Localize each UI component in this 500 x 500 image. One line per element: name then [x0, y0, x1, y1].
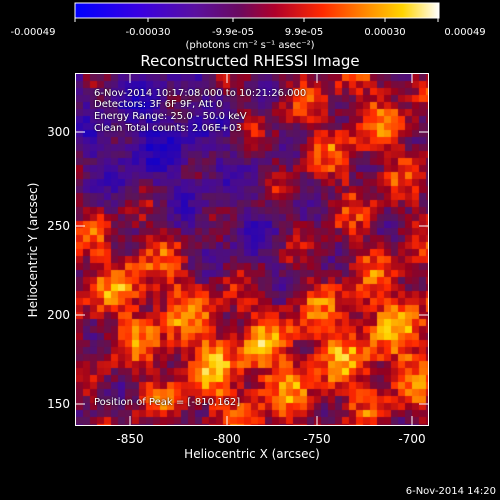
- x-tick-label: -800: [213, 432, 241, 446]
- peak-position-label: Position of Peak = [-810,162]: [94, 397, 241, 408]
- x-tick-label: -700: [398, 432, 426, 446]
- colorbar-tick-label: -0.00049: [10, 27, 56, 38]
- colorbar-tick-label: 0.00030: [364, 27, 406, 38]
- x-tick-label: -850: [116, 432, 144, 446]
- y-tick-label: 300: [47, 125, 70, 139]
- colorbar-tick-label: -0.00030: [125, 27, 171, 38]
- clean-counts-label: Clean Total counts: 2.06E+03: [94, 123, 242, 134]
- y-tick-label: 250: [47, 219, 70, 233]
- detectors-label: Detectors: 3F 6F 9F, Att 0: [94, 99, 223, 110]
- colorbar-tick-label: -9.9e-05: [212, 27, 254, 38]
- heatmap-image: [76, 74, 428, 425]
- heatmap-plot-area: 6-Nov-2014 10:17:08.000 to 10:21:26.000 …: [75, 73, 429, 426]
- time-range-label: 6-Nov-2014 10:17:08.000 to 10:21:26.000: [94, 88, 307, 99]
- colorbar-tick-label: 9.9e-05: [284, 27, 324, 38]
- colorbar: [74, 2, 440, 22]
- colorbar-tick-label: 0.00049: [444, 27, 486, 38]
- x-axis-label: Heliocentric X (arcsec): [184, 447, 320, 461]
- energy-range-label: Energy Range: 25.0 - 50.0 keV: [94, 111, 247, 122]
- y-tick-label: 150: [47, 397, 70, 411]
- y-axis-label: Heliocentric Y (arcsec): [26, 182, 40, 318]
- chart-title: Reconstructed RHESSI Image: [140, 52, 360, 70]
- y-tick-label: 200: [47, 308, 70, 322]
- x-tick-label: -750: [303, 432, 331, 446]
- colorbar-units: (photons cm⁻² s⁻¹ asec⁻²): [185, 40, 315, 51]
- colorbar-gradient: [74, 2, 440, 19]
- footer-timestamp: 6-Nov-2014 14:20: [405, 486, 496, 497]
